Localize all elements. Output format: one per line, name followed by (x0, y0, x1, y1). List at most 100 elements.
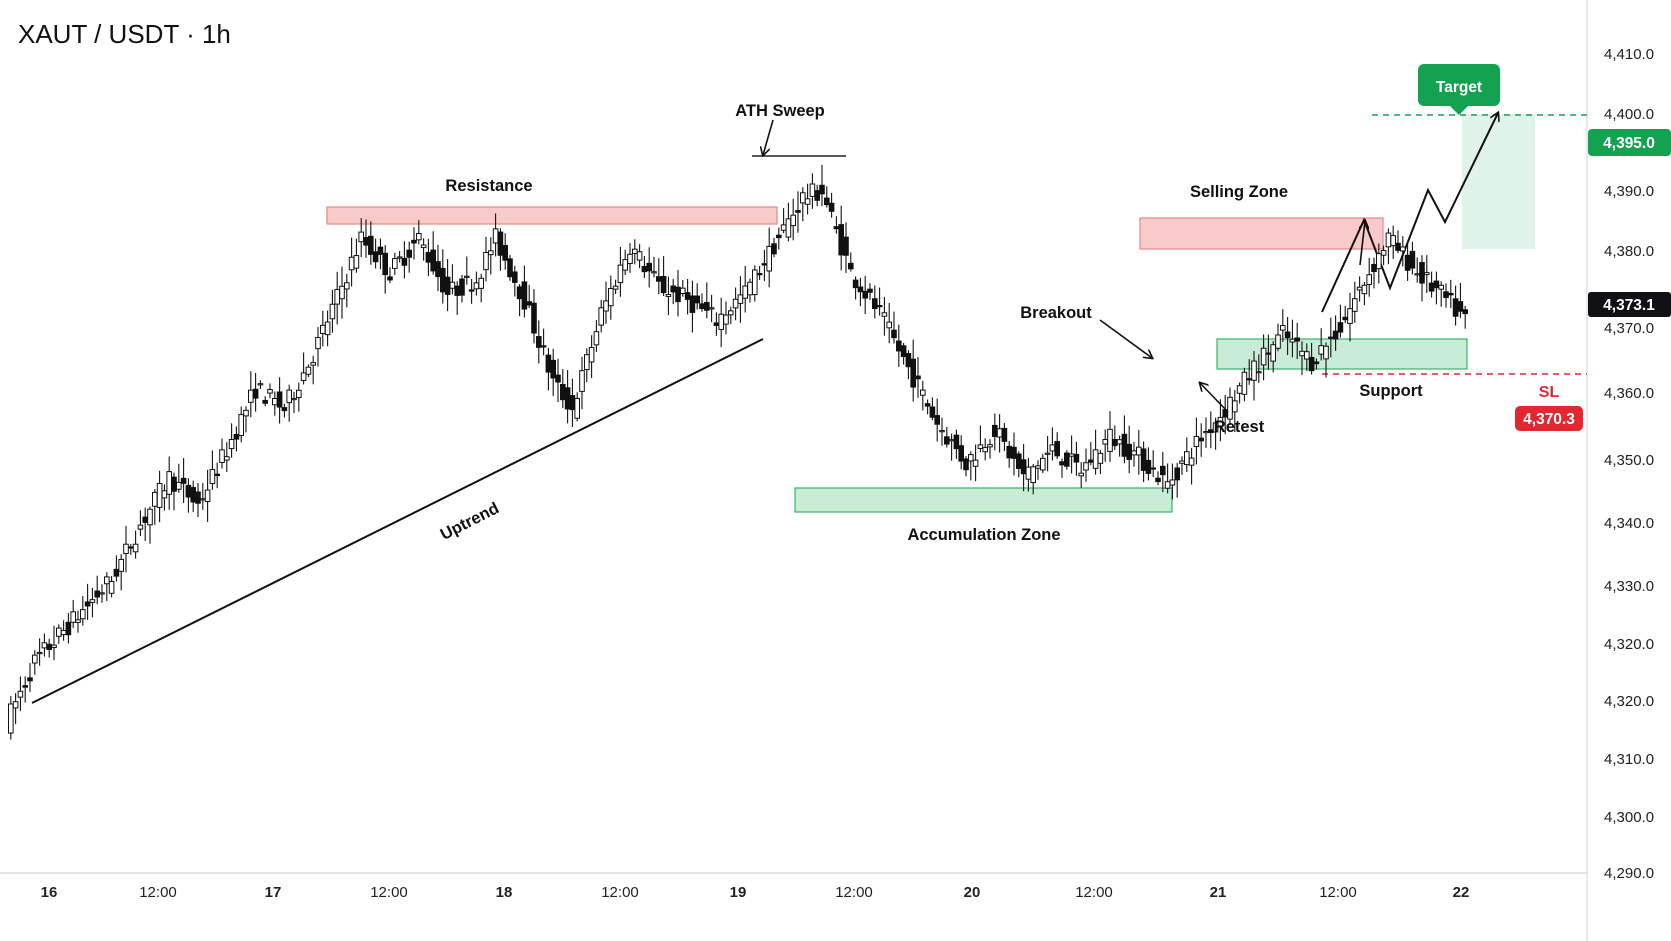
candle (411, 227, 417, 260)
candle (953, 429, 960, 459)
candle (377, 238, 384, 270)
candle (1184, 437, 1190, 473)
candle (310, 355, 316, 385)
candle (1140, 441, 1147, 483)
candle (651, 256, 657, 278)
candlestick-series (8, 164, 1469, 740)
y-tick-label: 4,320.0 (1604, 693, 1654, 710)
candle (742, 265, 749, 313)
candle (1217, 399, 1224, 442)
projection-arrow-1 (1360, 221, 1365, 266)
candle (94, 575, 101, 605)
stop-loss-price: 4,370.3 (1523, 411, 1575, 428)
candle (1241, 367, 1248, 402)
candle (1001, 423, 1008, 451)
candle (838, 205, 845, 271)
candle (1059, 458, 1065, 478)
candle (1088, 442, 1094, 466)
candle (1025, 457, 1032, 492)
retest-arrow (1200, 383, 1229, 413)
candle (1270, 341, 1277, 373)
candle (531, 289, 537, 344)
candle (848, 252, 854, 272)
candle (920, 380, 926, 411)
candle (200, 483, 206, 510)
candle (872, 285, 878, 319)
candle (1097, 449, 1104, 474)
uptrend-line (31, 338, 764, 704)
candle (1083, 448, 1089, 482)
candle (329, 289, 336, 333)
target-profit-zone (1462, 114, 1535, 249)
candle (219, 438, 225, 469)
candle (1068, 435, 1075, 474)
candle (56, 624, 62, 644)
candle (1438, 281, 1445, 307)
candle (612, 279, 619, 294)
candle (180, 458, 187, 504)
candle (891, 311, 897, 344)
candle (190, 480, 196, 512)
retest-label: Retest (1214, 418, 1265, 436)
candle (1366, 257, 1373, 297)
candle (382, 245, 388, 294)
y-tick-label: 4,290.0 (1604, 865, 1654, 882)
candle (756, 265, 763, 280)
candle (1323, 342, 1329, 378)
breakout-label: Breakout (1020, 304, 1092, 322)
candle (593, 320, 600, 352)
candle (555, 358, 561, 402)
target-tag: Target (1418, 64, 1500, 115)
candle (1332, 315, 1339, 351)
target-label: Target (1436, 79, 1482, 96)
candle (627, 243, 633, 273)
candle (1232, 389, 1238, 433)
candle (248, 371, 254, 418)
candle (881, 296, 888, 336)
candle (1179, 456, 1185, 475)
candle (1352, 281, 1358, 323)
candle (166, 456, 172, 510)
candle (924, 399, 931, 415)
candle (824, 186, 830, 208)
candle (862, 275, 869, 315)
candle (27, 662, 33, 692)
price-axis[interactable]: 4,290.0 4,300.0 4,310.0 4,320.0 4,320.0 4,330… (1604, 46, 1654, 882)
candle (857, 277, 864, 307)
candle (646, 247, 653, 288)
target-price-text: 4,395.0 (1603, 135, 1655, 152)
candle (238, 406, 244, 443)
candle (46, 638, 53, 658)
candle (608, 275, 614, 320)
candle (132, 530, 139, 559)
time-axis[interactable]: 16 12:00 17 12:00 18 12:00 19 12:00 20 12:00 21 12:… (41, 884, 1470, 901)
candle (1092, 429, 1099, 475)
candle (550, 348, 557, 397)
candle (320, 310, 326, 347)
candle (324, 310, 331, 347)
candle (142, 507, 148, 541)
candle (958, 435, 965, 470)
candle (1064, 450, 1070, 470)
candle (944, 426, 950, 448)
candle (224, 442, 230, 473)
candle (99, 584, 105, 603)
candle (272, 391, 278, 416)
candle (852, 276, 859, 300)
candle (1400, 236, 1406, 267)
y-tick-label: 4,350.0 (1604, 452, 1654, 469)
candle (776, 227, 782, 250)
candle (992, 413, 998, 451)
candle (1280, 309, 1286, 342)
y-tick-label: 4,390.0 (1604, 183, 1654, 200)
candle (339, 266, 345, 319)
candle (948, 433, 955, 461)
candle (300, 352, 307, 385)
candle (502, 233, 508, 270)
candle (718, 297, 725, 348)
candle (1188, 447, 1195, 485)
candle (809, 173, 816, 209)
candle (1131, 441, 1137, 467)
candle (89, 587, 96, 618)
candle (1361, 281, 1368, 306)
